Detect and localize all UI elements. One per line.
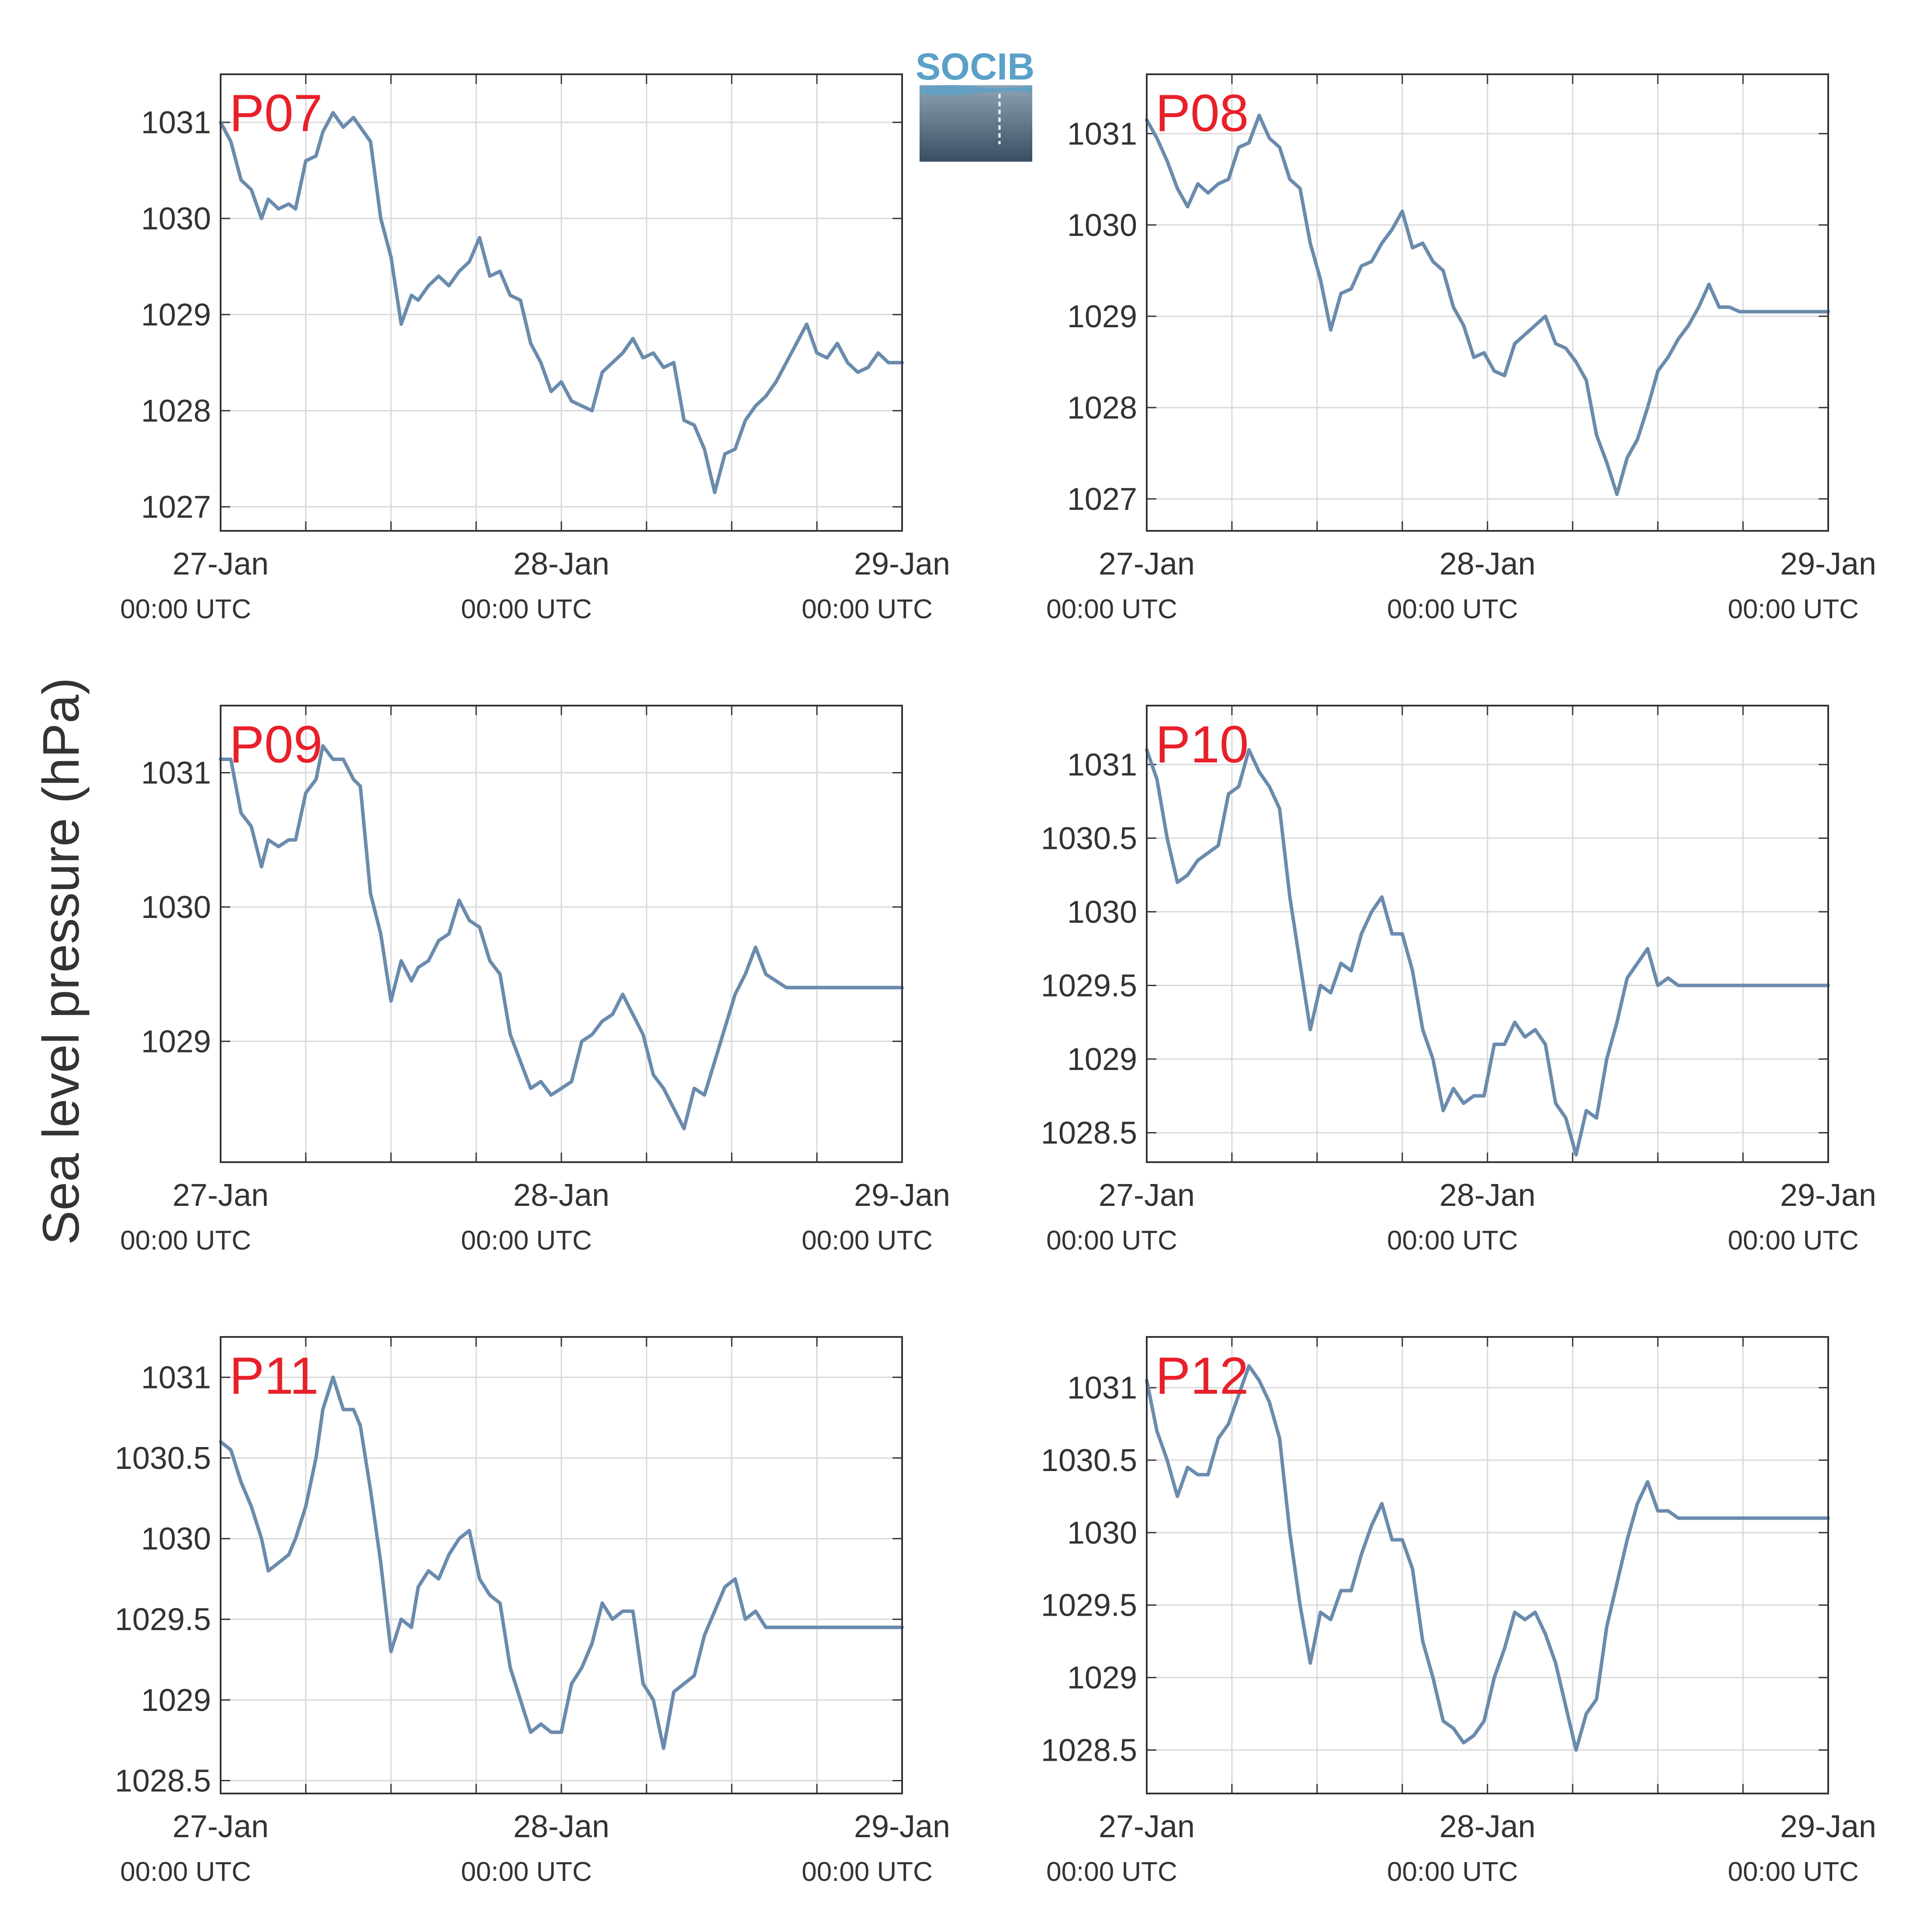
x-tick-sublabel: 00:00 UTC xyxy=(802,1857,933,1887)
x-tick-label: 28-Jan xyxy=(513,547,609,582)
x-tick-sublabel: 00:00 UTC xyxy=(1387,1857,1518,1887)
x-tick-sublabel: 00:00 UTC xyxy=(802,1226,933,1256)
y-tick-label: 1030 xyxy=(1067,208,1137,243)
x-tick-sublabel: 00:00 UTC xyxy=(1728,1857,1859,1887)
panel-title: P09 xyxy=(229,715,323,774)
panel-p07: 1027 1028 1029 1030 1031 27-Jan 00:00 UTC 28-Ja… xyxy=(120,73,950,624)
panel-title: P11 xyxy=(229,1347,319,1405)
x-tick-sublabel: 00:00 UTC xyxy=(1387,594,1518,624)
x-tick-sublabel: 00:00 UTC xyxy=(461,1226,592,1256)
socib-logo-wave xyxy=(920,85,1032,96)
y-tick-label: 1031 xyxy=(141,756,211,791)
x-tick-sublabel: 00:00 UTC xyxy=(120,1226,251,1256)
plot-frame xyxy=(1146,705,1829,1163)
x-tick-label: 29-Jan xyxy=(1780,1178,1876,1213)
y-tick-label: 1030.5 xyxy=(1041,821,1137,856)
x-tick-label: 29-Jan xyxy=(854,1178,950,1213)
x-tick-label: 28-Jan xyxy=(1439,1809,1536,1844)
y-tick-label: 1029.5 xyxy=(1041,1588,1137,1623)
x-tick-sublabel: 00:00 UTC xyxy=(120,1857,251,1887)
y-tick-label: 1028.5 xyxy=(1041,1116,1137,1151)
y-tick-label: 1029 xyxy=(141,1683,211,1718)
y-tick-label: 1028 xyxy=(1067,391,1137,426)
plot-frame xyxy=(220,73,903,532)
x-tick-label: 27-Jan xyxy=(1099,1809,1195,1844)
x-tick-label: 28-Jan xyxy=(1439,547,1536,582)
panel-p09: 1029 1030 1031 27-Jan 00:00 UTC 28-Jan 00:00 U… xyxy=(120,705,950,1256)
socib-logo-text: SOCIB xyxy=(916,46,1034,88)
panel-title: P08 xyxy=(1155,84,1249,142)
x-tick-label: 27-Jan xyxy=(1099,547,1195,582)
x-tick-label: 27-Jan xyxy=(173,1178,269,1213)
x-tick-label: 28-Jan xyxy=(513,1178,609,1213)
y-tick-label: 1031 xyxy=(141,1360,211,1395)
y-tick-label: 1027 xyxy=(141,490,211,525)
panel-p08: 1027 1028 1029 1030 1031 27-Jan 00:00 UTC 28-Ja… xyxy=(1046,73,1876,624)
x-tick-sublabel: 00:00 UTC xyxy=(1046,594,1177,624)
y-tick-label: 1030.5 xyxy=(115,1441,211,1476)
x-tick-label: 27-Jan xyxy=(173,547,269,582)
x-tick-label: 29-Jan xyxy=(1780,547,1876,582)
y-tick-label: 1031 xyxy=(1067,748,1137,782)
x-tick-sublabel: 00:00 UTC xyxy=(1387,1226,1518,1256)
panel-title: P10 xyxy=(1155,715,1249,774)
y-tick-label: 1029 xyxy=(141,298,211,332)
panels: 1027 1028 1029 1030 1031 27-Jan 00:00 UTC 28-Ja… xyxy=(115,73,1876,1887)
series-line xyxy=(1145,1364,1830,1752)
panel-p11: 1028.5 1029 1029.5 1030 1030.5 1031 27-Jan 00:0… xyxy=(115,1336,950,1887)
plot-frame xyxy=(1146,73,1829,532)
x-tick-sublabel: 00:00 UTC xyxy=(120,594,251,624)
x-tick-label: 29-Jan xyxy=(854,1809,950,1844)
x-tick-sublabel: 00:00 UTC xyxy=(1728,1226,1859,1256)
y-tick-label: 1029 xyxy=(141,1024,211,1059)
plot-frame xyxy=(220,1336,903,1794)
panel-title: P07 xyxy=(229,84,323,142)
y-tick-label: 1028.5 xyxy=(1041,1733,1137,1768)
x-tick-sublabel: 00:00 UTC xyxy=(802,594,933,624)
y-tick-label: 1031 xyxy=(141,105,211,140)
x-tick-sublabel: 00:00 UTC xyxy=(1728,594,1859,624)
x-tick-label: 29-Jan xyxy=(854,547,950,582)
y-tick-label: 1029.5 xyxy=(1041,968,1137,1003)
x-tick-sublabel: 00:00 UTC xyxy=(1046,1226,1177,1256)
y-tick-label: 1029 xyxy=(1067,1042,1137,1077)
panel-p12: 1028.5 1029 1029.5 1030 1030.5 1031 27-Jan 00:0… xyxy=(1041,1336,1876,1887)
y-tick-label: 1031 xyxy=(1067,1371,1137,1406)
x-tick-sublabel: 00:00 UTC xyxy=(1046,1857,1177,1887)
y-tick-label: 1030.5 xyxy=(1041,1443,1137,1478)
y-tick-label: 1028.5 xyxy=(115,1763,211,1798)
y-axis-label: Sea level pressure (hPa) xyxy=(32,678,90,1245)
x-tick-label: 29-Jan xyxy=(1780,1809,1876,1844)
y-tick-label: 1030 xyxy=(1067,1516,1137,1551)
x-tick-label: 28-Jan xyxy=(1439,1178,1536,1213)
y-tick-label: 1029 xyxy=(1067,299,1137,334)
x-tick-sublabel: 00:00 UTC xyxy=(461,594,592,624)
y-tick-label: 1030 xyxy=(141,890,211,925)
y-tick-label: 1030 xyxy=(141,1522,211,1557)
x-tick-label: 27-Jan xyxy=(173,1809,269,1844)
y-tick-label: 1029 xyxy=(1067,1661,1137,1696)
y-tick-label: 1030 xyxy=(1067,895,1137,930)
panel-p10: 1028.5 1029 1029.5 1030 1030.5 1031 27-Jan 00:0… xyxy=(1041,705,1876,1256)
y-tick-label: 1030 xyxy=(141,201,211,236)
y-tick-label: 1031 xyxy=(1067,117,1137,152)
y-tick-label: 1028 xyxy=(141,394,211,429)
socib-logo-block xyxy=(920,85,1032,162)
y-tick-label: 1029.5 xyxy=(115,1602,211,1637)
plot-frame xyxy=(220,705,903,1163)
panel-title: P12 xyxy=(1155,1347,1249,1405)
series-line xyxy=(219,744,904,1131)
socib-logo: SOCIB xyxy=(916,46,1034,162)
plot-frame xyxy=(1146,1336,1829,1794)
x-tick-label: 27-Jan xyxy=(1099,1178,1195,1213)
series-line xyxy=(219,111,904,494)
y-tick-label: 1027 xyxy=(1067,482,1137,517)
series-line xyxy=(219,1375,904,1750)
series-line xyxy=(1145,114,1830,496)
x-tick-sublabel: 00:00 UTC xyxy=(461,1857,592,1887)
x-tick-label: 28-Jan xyxy=(513,1809,609,1844)
series-line xyxy=(1145,748,1830,1157)
